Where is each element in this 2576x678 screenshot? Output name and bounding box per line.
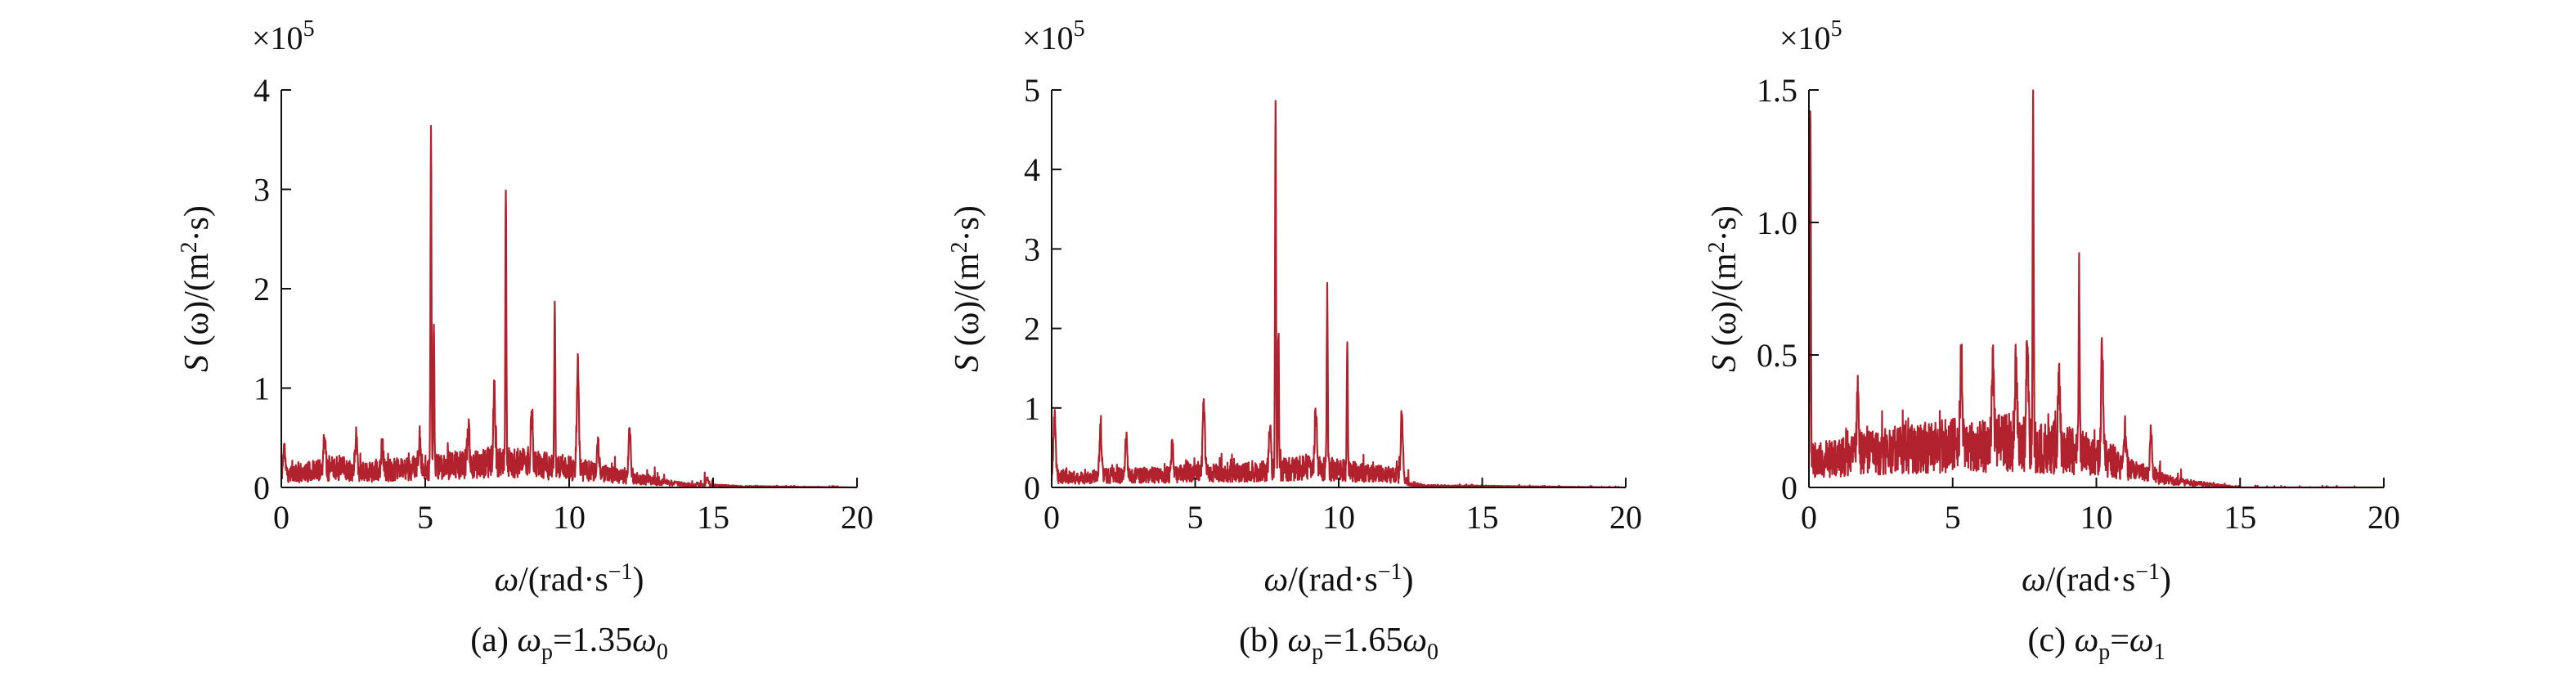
- y-tick-label: 5: [1024, 72, 1040, 109]
- x-tick-label: 15: [1466, 499, 1499, 536]
- x-tick-label: 20: [2367, 499, 2400, 536]
- y-tick-label: 0.5: [1757, 337, 1797, 374]
- x-axis-label: ω/(rad·s−1): [494, 559, 644, 599]
- x-tick-label: 0: [273, 499, 289, 536]
- y-tick-label: 1.0: [1757, 204, 1797, 241]
- chart-panel-a: 0 5 10 15 20 0 1 2 3 4 ×105 S (ω)/(m2·s) ω/(rad·s−1)…: [177, 16, 873, 665]
- x-tick-label: 10: [1322, 499, 1355, 536]
- series-line-c: [1807, 89, 2385, 489]
- y-tick-label: 2: [1024, 311, 1040, 348]
- x-tick-label: 20: [841, 499, 873, 536]
- panel-caption: (a) ωp=1.35ω0: [470, 622, 668, 665]
- y-axis-multiplier: ×105: [1779, 16, 1842, 56]
- y-axis-label: S (ω)/(m2·s): [177, 205, 216, 372]
- y-axis-multiplier: ×105: [252, 16, 315, 56]
- y-tick-label: 4: [254, 72, 270, 109]
- x-axis-label: ω/(rad·s−1): [2022, 559, 2171, 599]
- y-tick-label: 3: [1024, 231, 1040, 267]
- y-axis-multiplier: ×105: [1022, 16, 1085, 56]
- y-tick-label: 0: [1024, 469, 1040, 506]
- x-tick-label: 20: [1609, 499, 1642, 536]
- panel-caption: (c) ωp=ω1: [2027, 622, 2165, 665]
- y-tick-label: 3: [254, 172, 270, 209]
- x-tick-label: 10: [553, 499, 586, 536]
- x-axis-label: ω/(rad·s−1): [1263, 559, 1413, 599]
- y-tick-label: 1.5: [1757, 72, 1797, 109]
- x-tick-label: 10: [2080, 499, 2113, 536]
- chart-panel-c: 0 5 10 15 20 0 0.5 1.0 1.5 ×105 S (ω)/(m2·s) ω/(rad…: [1704, 16, 2400, 665]
- panel-caption: (b) ωp=1.65ω0: [1239, 622, 1438, 665]
- x-tick-label: 0: [1043, 499, 1060, 536]
- y-tick-label: 4: [1024, 151, 1040, 188]
- y-axis-label: S (ω)/(m2·s): [947, 205, 986, 372]
- series-line-a: [280, 124, 858, 489]
- y-tick-label: 1: [1024, 390, 1040, 427]
- x-tick-label: 5: [417, 499, 433, 536]
- y-axis-label: S (ω)/(m2·s): [1704, 205, 1744, 372]
- x-tick-label: 5: [1187, 499, 1204, 536]
- x-tick-label: 5: [1945, 499, 1961, 536]
- x-tick-label: 0: [1801, 499, 1817, 536]
- x-tick-label: 15: [2224, 499, 2256, 536]
- series-line-b: [1050, 100, 1627, 489]
- y-tick-label: 1: [254, 370, 270, 407]
- chart-panel-b: 0 5 10 15 20 0 1 2 3 4 5 ×105 S (ω)/(m2·s) ω/(rad·s−1…: [947, 16, 1642, 665]
- x-tick-label: 15: [697, 499, 729, 536]
- y-tick-label: 0: [1781, 469, 1797, 506]
- y-tick-label: 2: [254, 271, 270, 308]
- y-tick-label: 0: [254, 469, 270, 506]
